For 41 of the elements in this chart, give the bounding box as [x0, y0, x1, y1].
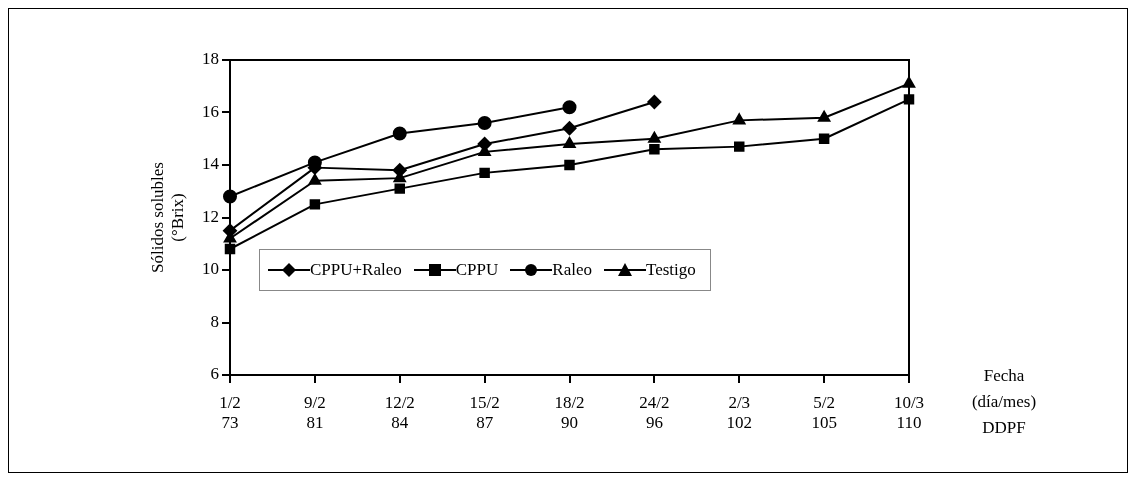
x-tick-label: 24/2 96 [639, 392, 670, 433]
point [733, 113, 746, 125]
point [308, 173, 322, 185]
point [649, 144, 660, 155]
point [309, 199, 321, 210]
point [477, 116, 492, 130]
legend-label: CPPU+Raleo [310, 260, 402, 280]
point [818, 133, 830, 144]
point [392, 126, 407, 141]
point [564, 159, 575, 171]
y-tick-label: 16 [202, 101, 219, 121]
x-tick-label: 1/2 73 [219, 392, 241, 433]
x-axis-title: Fecha (día/mes) DDPF [971, 366, 1037, 438]
y-tick-label: 6 [210, 364, 219, 384]
x-tick-label: 9/2 81 [304, 392, 326, 433]
point [562, 121, 577, 136]
point [563, 137, 576, 148]
y-tick-label: 18 [202, 49, 219, 69]
x-tick-label: 2/3 102 [726, 392, 752, 433]
x-tick-label: 15/2 87 [469, 392, 500, 433]
x-tick-label: 10/3 110 [893, 392, 925, 433]
point [647, 95, 662, 109]
point [479, 167, 490, 179]
x-tick-label: 12/2 84 [384, 392, 415, 433]
x-tick-label: 18/2 90 [554, 392, 585, 433]
x-tick-label: 5/2 105 [811, 392, 837, 433]
y-axis-title: Sólidos solubles (°Brix) [147, 162, 188, 273]
point [817, 110, 831, 122]
legend-label: Raleo [552, 260, 592, 280]
y-tick-label: 8 [210, 311, 219, 331]
point [734, 141, 745, 152]
point [392, 163, 407, 178]
y-tick-label: 14 [202, 154, 220, 174]
point [477, 137, 492, 151]
legend-label: CPPU [455, 260, 499, 280]
y-tick-label: 12 [202, 206, 219, 226]
legend-label: Testigo [645, 260, 696, 280]
point [562, 100, 577, 115]
y-tick-label: 10 [202, 259, 219, 279]
point [648, 131, 661, 143]
point [394, 183, 405, 194]
